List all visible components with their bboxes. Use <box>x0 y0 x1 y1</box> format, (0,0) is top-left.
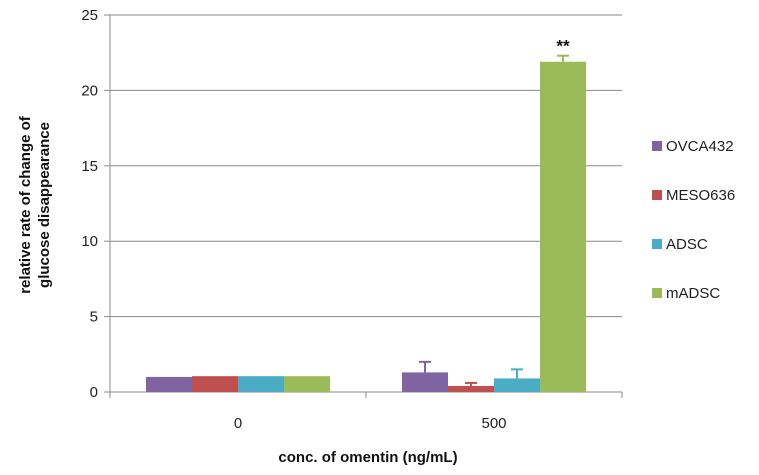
y-tick-label: 10 <box>81 233 98 250</box>
axis-titles: conc. of omentin (ng/mL) relative rate o… <box>17 115 458 466</box>
legend-label-meso636: MESO636 <box>666 187 735 204</box>
bars: ** <box>146 37 586 393</box>
bar-meso636-500 <box>448 385 494 392</box>
significance-annotation: ** <box>556 37 570 56</box>
x-tick-label: 500 <box>481 415 506 432</box>
tick-labels: 0 5 10 15 20 25 0 500 <box>81 7 506 432</box>
x-tick-label: 0 <box>234 415 242 432</box>
legend-label-madsc: mADSC <box>666 285 720 302</box>
bar-madsc-0 <box>284 376 330 392</box>
bar-meso636-0 <box>192 376 238 392</box>
y-tick-label: 25 <box>81 7 98 24</box>
legend: OVCA432 MESO636 ADSC mADSC <box>652 138 735 302</box>
legend-swatch-adsc <box>652 239 662 249</box>
bar-adsc-500 <box>494 378 540 392</box>
legend-swatch-meso636 <box>652 190 662 200</box>
legend-swatch-madsc <box>652 288 662 298</box>
y-tick-label: 15 <box>81 158 98 175</box>
bar-madsc-500 <box>540 61 586 393</box>
legend-label-ovca432: OVCA432 <box>666 138 734 155</box>
y-tick-label: 5 <box>90 309 98 326</box>
x-axis-title: conc. of omentin (ng/mL) <box>278 449 457 466</box>
y-axis-title-line-2: glucose disappearance <box>36 122 53 288</box>
legend-label-adsc: ADSC <box>666 236 708 253</box>
gridlines <box>110 14 622 318</box>
y-tick-label: 0 <box>90 384 98 401</box>
y-tick-label: 20 <box>81 82 98 99</box>
legend-swatch-ovca432 <box>652 141 662 151</box>
bar-ovca432-0 <box>146 376 192 392</box>
y-axis-title-line-1: relative rate of change of <box>17 115 34 294</box>
bar-ovca432-500 <box>402 372 448 392</box>
bar-adsc-0 <box>238 376 284 392</box>
